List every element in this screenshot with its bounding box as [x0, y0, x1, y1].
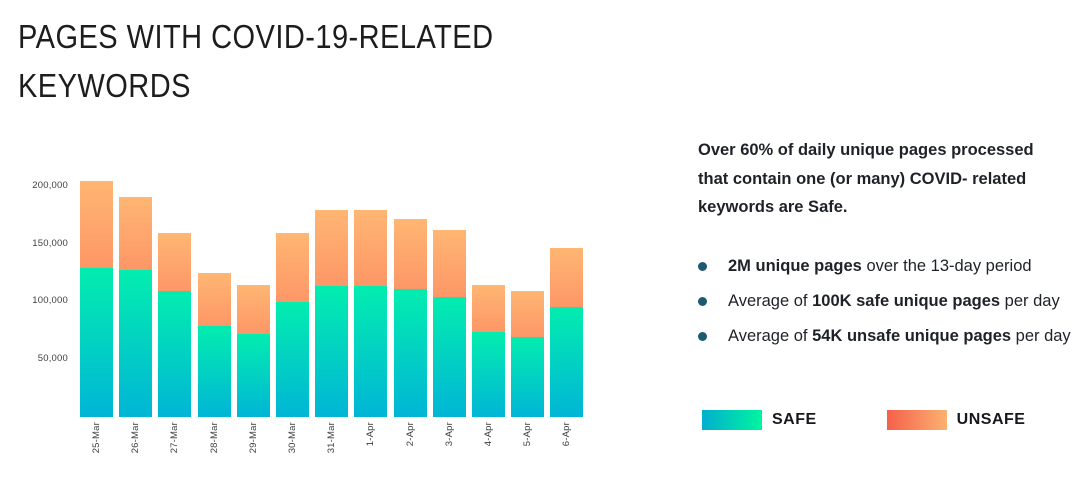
summary-paragraph-line: keywords are Safe. [698, 198, 848, 216]
chart-legend: SAFE UNSAFE [702, 410, 1025, 430]
bar-segment-safe [315, 285, 349, 417]
bar-segment-unsafe [276, 233, 309, 302]
x-axis-tick-label: 25-Mar [91, 422, 102, 454]
bar-segment-unsafe [158, 233, 192, 291]
page-title: PAGES WITH COVID-19-RELATED KEYWORDS [18, 12, 494, 110]
bar-segment-unsafe [550, 247, 584, 307]
bar-segment-safe [197, 326, 231, 417]
bar-segment-safe [158, 290, 192, 417]
bullet-rest: per day [1000, 292, 1060, 310]
summary-paragraph-line: Over 60% of daily unique pages processed [698, 141, 1034, 159]
stacked-bar-30-mar [276, 233, 309, 417]
bullet-dot-icon [698, 297, 707, 306]
bar-segment-safe [432, 297, 466, 417]
bullet-rest: per day [1011, 327, 1071, 345]
bullet-bold: 2M unique pages [728, 257, 862, 275]
legend-swatch-unsafe [886, 410, 947, 430]
bullet-dot-icon [698, 262, 707, 271]
legend-label-safe: SAFE [772, 411, 817, 428]
legend-label-unsafe: UNSAFE [956, 411, 1026, 428]
bar-segment-safe [119, 269, 153, 417]
bullet-text: Average of 100K safe unique pages per da… [728, 291, 1060, 312]
stacked-bar-2-apr [393, 219, 427, 417]
bar-segment-unsafe [80, 181, 113, 268]
bar-segment-unsafe [236, 284, 270, 335]
stacked-bar-26-mar [119, 197, 153, 417]
bar-segment-unsafe [472, 284, 505, 332]
bar-segment-unsafe [354, 210, 388, 286]
bar-segment-safe [393, 289, 427, 417]
bullet-item: Average of 100K safe unique pages per da… [698, 291, 1071, 326]
bar-segment-safe [550, 306, 584, 417]
x-axis-tick-label: 27-Mar [169, 422, 181, 454]
y-axis-tick-label: 150,000 [32, 237, 68, 249]
bar-segment-safe [236, 334, 270, 417]
x-axis-tick-label: 31-Mar [326, 422, 338, 454]
summary-paragraph: Over 60% of daily unique pages processed… [698, 136, 1034, 222]
bar-segment-safe [80, 267, 113, 417]
bar-segment-unsafe [315, 210, 349, 286]
x-axis-tick-label: 3-Apr [443, 422, 455, 447]
x-axis-tick-label: 1-Apr [365, 422, 377, 447]
bullet-bold: 54K unsafe unique pages [812, 327, 1012, 345]
bullet-prefix: Average of [728, 327, 813, 345]
bar-segment-unsafe [197, 273, 231, 327]
summary-paragraph-line: that contain one (or many) COVID- relate… [698, 169, 1027, 188]
x-axis-tick-label: 2-Apr [404, 422, 416, 447]
bullet-text: 2M unique pages over the 13-day period [728, 256, 1032, 277]
stacked-bar-chart: 50,000 100,000 150,000 200,000 25-Mar 26-Mar 2… [32, 180, 584, 454]
bar-segment-safe [276, 302, 309, 417]
bar-segment-unsafe [432, 229, 466, 298]
bullet-dot-icon [698, 332, 707, 341]
page-title-line2: KEYWORDS [18, 67, 191, 104]
bullet-list: 2M unique pages over the 13-day period A… [698, 256, 1071, 361]
stacked-bar-5-apr [511, 290, 545, 417]
page-title-line1: PAGES WITH COVID-19-RELATED [18, 18, 494, 55]
y-axis-tick-label: 100,000 [32, 295, 68, 306]
stacked-bar-3-apr [432, 229, 466, 417]
bullet-item: Average of 54K unsafe unique pages per d… [698, 326, 1071, 361]
y-axis-tick-label: 50,000 [37, 352, 68, 364]
stacked-bar-25-mar [80, 181, 113, 417]
x-axis-tick-label: 5-Apr [522, 422, 534, 447]
stacked-bar-4-apr [472, 284, 505, 417]
stacked-bar-28-mar [197, 273, 231, 417]
x-axis-tick-label: 26-Mar [130, 422, 142, 454]
bar-segment-unsafe [393, 219, 427, 290]
stacked-bar-31-mar [315, 210, 349, 417]
stacked-bar-1-apr [354, 210, 388, 417]
stacked-bar-27-mar [158, 233, 192, 417]
bullet-rest: over the 13-day period [861, 257, 1032, 275]
stacked-bar-6-apr [550, 247, 584, 417]
x-axis-tick-label: 4-Apr [483, 422, 494, 447]
bullet-prefix: Average of [728, 292, 813, 310]
bar-segment-safe [354, 285, 388, 417]
bullet-text: Average of 54K unsafe unique pages per d… [728, 326, 1071, 347]
bar-segment-unsafe [511, 290, 545, 337]
x-axis-tick-label: 6-Apr [561, 422, 573, 447]
x-axis-tick-label: 30-Mar [287, 422, 298, 454]
bar-segment-safe [472, 331, 505, 417]
x-axis-tick-label: 28-Mar [208, 422, 220, 454]
bar-segment-unsafe [119, 197, 153, 270]
bullet-item: 2M unique pages over the 13-day period [698, 256, 1071, 291]
stacked-bar-29-mar [236, 284, 270, 417]
bullet-bold: 100K safe unique pages [812, 292, 1001, 310]
y-axis-tick-label: 200,000 [32, 180, 68, 191]
bar-segment-safe [511, 336, 545, 417]
legend-swatch-safe [702, 410, 762, 430]
x-axis-tick-label: 29-Mar [247, 422, 259, 454]
